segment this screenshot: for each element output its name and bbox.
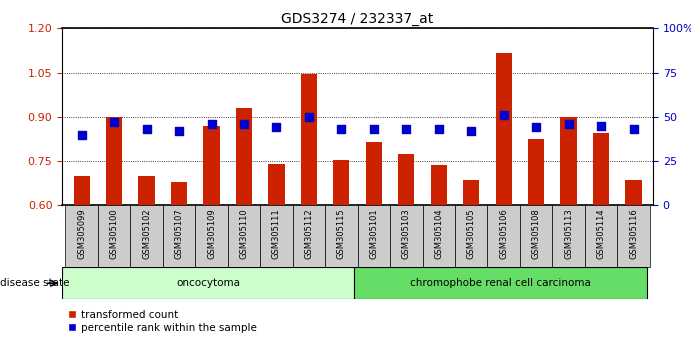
Bar: [617, 205, 650, 267]
Point: [498, 112, 509, 118]
Point: [596, 123, 607, 129]
Bar: [196, 205, 228, 267]
Bar: [66, 205, 98, 267]
Point: [76, 132, 87, 137]
Text: GSM305104: GSM305104: [434, 209, 443, 259]
Bar: [138, 176, 155, 205]
Text: GSM305100: GSM305100: [110, 209, 119, 259]
Bar: [552, 205, 585, 267]
Point: [141, 126, 152, 132]
Point: [108, 119, 120, 125]
Bar: [261, 205, 293, 267]
Bar: [585, 205, 617, 267]
Text: GSM305102: GSM305102: [142, 209, 151, 259]
Point: [466, 128, 477, 134]
Text: oncocytoma: oncocytoma: [176, 278, 240, 288]
Bar: [171, 182, 187, 205]
Bar: [354, 267, 647, 299]
Text: GSM305101: GSM305101: [369, 209, 379, 259]
Point: [433, 126, 444, 132]
Bar: [131, 205, 163, 267]
Point: [368, 126, 379, 132]
Bar: [268, 164, 285, 205]
Bar: [73, 176, 90, 205]
Bar: [228, 205, 261, 267]
Point: [531, 125, 542, 130]
Point: [401, 126, 412, 132]
Bar: [366, 142, 382, 205]
Bar: [236, 108, 252, 205]
Bar: [495, 53, 512, 205]
Point: [238, 121, 249, 127]
Text: GSM305112: GSM305112: [305, 209, 314, 259]
Title: GDS3274 / 232337_at: GDS3274 / 232337_at: [281, 12, 434, 26]
Bar: [333, 160, 350, 205]
Text: GSM305116: GSM305116: [629, 209, 638, 259]
Bar: [487, 205, 520, 267]
Point: [206, 121, 217, 127]
Point: [628, 126, 639, 132]
Point: [173, 128, 184, 134]
Bar: [358, 205, 390, 267]
Bar: [325, 205, 358, 267]
Text: GSM305114: GSM305114: [596, 209, 605, 259]
Point: [336, 126, 347, 132]
Bar: [62, 267, 354, 299]
Text: GSM305111: GSM305111: [272, 209, 281, 259]
Point: [271, 125, 282, 130]
Bar: [390, 205, 422, 267]
Text: GSM305107: GSM305107: [175, 209, 184, 259]
Bar: [301, 74, 317, 205]
Bar: [520, 205, 552, 267]
Bar: [203, 126, 220, 205]
Legend: transformed count, percentile rank within the sample: transformed count, percentile rank withi…: [68, 310, 257, 333]
Bar: [398, 154, 415, 205]
Bar: [163, 205, 196, 267]
Bar: [422, 205, 455, 267]
Bar: [560, 117, 577, 205]
Text: GSM305110: GSM305110: [240, 209, 249, 259]
Text: GSM305105: GSM305105: [466, 209, 475, 259]
Bar: [528, 139, 545, 205]
Bar: [98, 205, 131, 267]
Bar: [430, 165, 447, 205]
Bar: [455, 205, 487, 267]
Text: GSM305099: GSM305099: [77, 209, 86, 259]
Text: GSM305113: GSM305113: [564, 209, 573, 259]
Text: GSM305115: GSM305115: [337, 209, 346, 259]
Bar: [463, 180, 480, 205]
Bar: [593, 133, 609, 205]
Point: [303, 114, 314, 120]
Text: disease state: disease state: [0, 278, 70, 288]
Bar: [293, 205, 325, 267]
Text: GSM305103: GSM305103: [401, 209, 410, 259]
Text: chromophobe renal cell carcinoma: chromophobe renal cell carcinoma: [410, 278, 591, 288]
Point: [563, 121, 574, 127]
Bar: [106, 117, 122, 205]
Text: GSM305106: GSM305106: [499, 209, 508, 259]
Text: GSM305108: GSM305108: [531, 209, 540, 259]
Bar: [625, 180, 642, 205]
Text: GSM305109: GSM305109: [207, 209, 216, 259]
